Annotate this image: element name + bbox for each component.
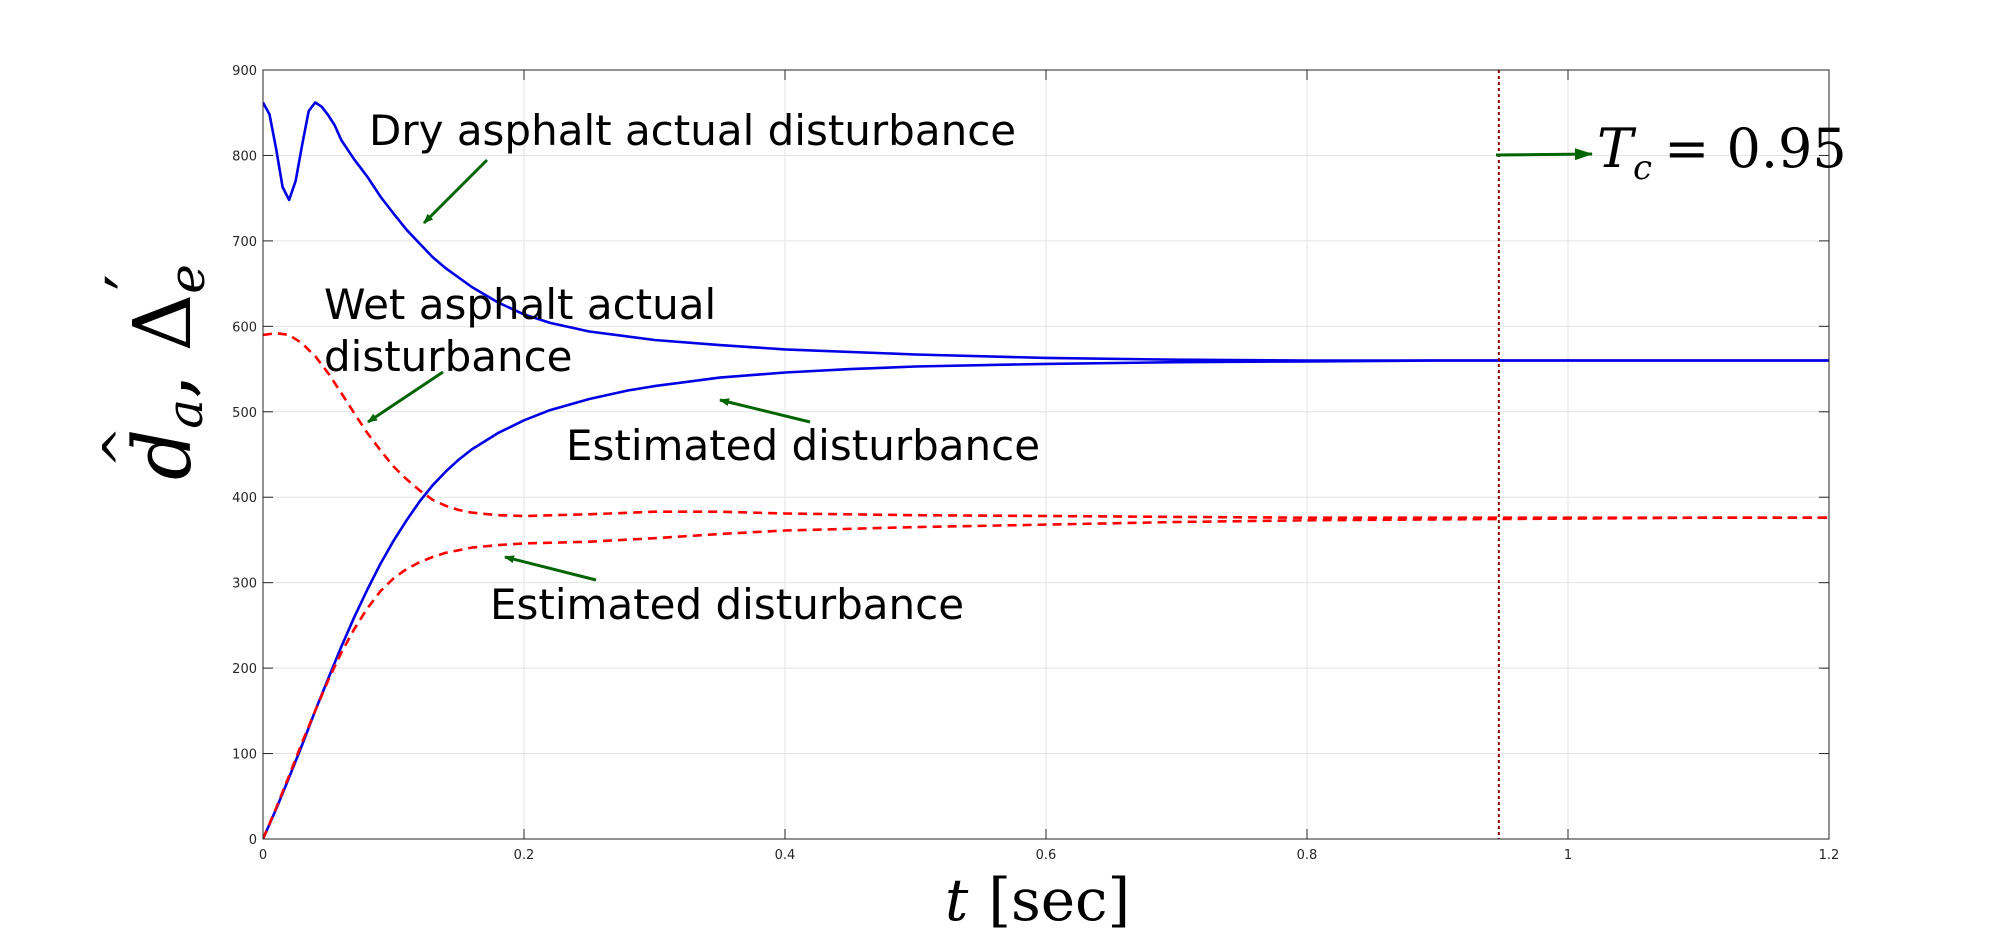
y-tick-label: 300 [232, 577, 257, 592]
y-axis-label: da,Δe′ ^ [91, 264, 216, 480]
y-tick-label: 0 [249, 833, 257, 848]
y-tick-label: 500 [232, 406, 257, 421]
series-layer [263, 101, 1829, 839]
arrow-estimated-dry [719, 398, 811, 424]
series-line-4 [263, 516, 1829, 839]
tc-label: Tc = 0.95 [1597, 117, 1847, 188]
series-line-3 [263, 331, 1829, 520]
x-tick-label: 0.2 [514, 848, 535, 863]
svg-text:da,Δe′: da,Δe′ [91, 264, 216, 480]
x-tick-label: 0.6 [1036, 848, 1057, 863]
arrow-estimated-wet [504, 555, 597, 582]
y-tick-label: 100 [232, 748, 257, 763]
x-tick-label: 1.2 [1819, 848, 1840, 863]
annotation-estimated-wet: Estimated disturbance [490, 580, 964, 629]
annotation-wet-actual-line2: disturbance [324, 332, 573, 381]
ticks: 0 0.2 0.4 0.6 0.8 1 1.2 0 100 200 300 400 500 600 700 8… [232, 64, 1839, 863]
y-tick-label: 900 [232, 64, 257, 79]
y-tick-label: 400 [232, 491, 257, 506]
series-line-2 [263, 359, 1829, 839]
annotation-dry-actual: Dry asphalt actual disturbance [369, 106, 1016, 155]
x-axis-label: t [sec] [945, 866, 1130, 932]
y-axis-label-hat: ^ [92, 426, 150, 468]
arrow-wet-actual [367, 370, 444, 424]
arrow-tc [1495, 148, 1593, 161]
annotation-estimated-dry: Estimated disturbance [566, 421, 1040, 470]
x-tick-label: 1 [1564, 848, 1572, 863]
y-tick-label: 800 [232, 149, 257, 164]
annotation-wet-actual-line1: Wet asphalt actual [324, 280, 716, 329]
y-tick-label: 700 [232, 235, 257, 250]
x-tick-label: 0.8 [1297, 848, 1318, 863]
y-tick-label: 200 [232, 662, 257, 677]
x-tick-label: 0 [259, 848, 267, 863]
x-tick-label: 0.4 [775, 848, 796, 863]
series-line-1 [263, 101, 1829, 362]
arrow-dry-actual [422, 158, 489, 225]
y-tick-label: 600 [232, 320, 257, 335]
